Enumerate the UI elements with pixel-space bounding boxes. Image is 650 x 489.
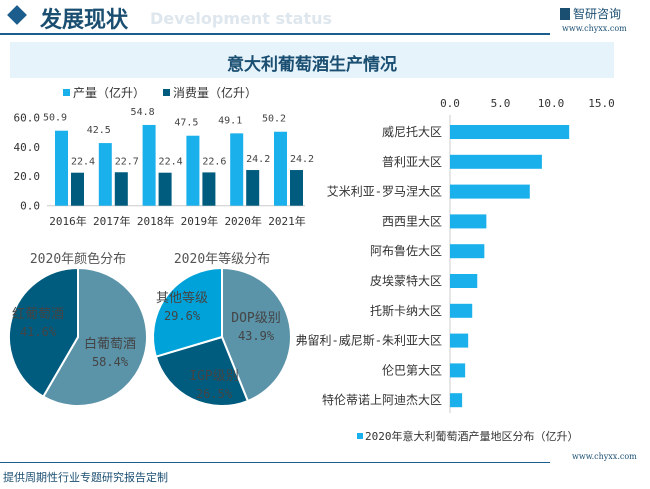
x-tick-label: 0.0: [440, 97, 460, 110]
bar-region: [450, 154, 542, 169]
category-label: 艾米利亚-罗马涅大区: [327, 185, 442, 199]
bar-consumption: [202, 172, 216, 206]
data-label: 49.1: [218, 115, 242, 126]
header-url: www.chyxx.com: [562, 24, 627, 33]
brand-logo: 智研咨询: [560, 5, 621, 22]
legend-label: 2020年意大利葡萄酒产量地区分布（亿升）: [365, 429, 579, 443]
x-tick-label: 2020年: [224, 214, 262, 228]
bar-region: [450, 125, 570, 139]
bar-region: [450, 303, 473, 318]
pie-title: 2020年等级分布: [174, 251, 270, 267]
y-tick-label: 20.0: [14, 170, 41, 183]
category-label: 普利亚大区: [382, 155, 442, 169]
data-label: 50.9: [43, 113, 67, 124]
data-label: 22.6: [202, 156, 226, 167]
slice-value: 41.6%: [20, 325, 57, 339]
bar-production: [230, 133, 244, 206]
slice-value: 29.6%: [164, 309, 201, 323]
bar-consumption: [246, 170, 260, 206]
legend-label: 消费量（亿升）: [173, 85, 257, 100]
pie-title: 2020年颜色分布: [30, 251, 126, 267]
category-label: 西西里大区: [382, 214, 442, 228]
bar-region: [450, 333, 469, 348]
bar-region: [450, 393, 463, 408]
y-tick-label: 40.0: [14, 141, 41, 154]
x-tick-label: 2019年: [181, 214, 219, 228]
y-tick-label: 60.0: [14, 111, 41, 124]
slice-value: 26.5%: [196, 387, 233, 401]
bar-region: [450, 184, 530, 199]
data-label: 42.5: [87, 125, 111, 136]
pie-slice: [152, 266, 223, 358]
bar-consumption: [71, 172, 84, 206]
footer-text: 提供周期性行业专题研究报告定制: [3, 471, 168, 484]
data-label: 22.4: [159, 157, 183, 168]
x-tick-label: 2017年: [93, 214, 131, 228]
pie-slice: [221, 266, 292, 403]
category-label: 阿布鲁佐大区: [370, 244, 442, 258]
slice-label: 白葡萄酒: [84, 336, 136, 352]
bar-production: [142, 124, 156, 206]
bar-consumption: [290, 170, 303, 206]
slice-label: DOP级别: [231, 311, 280, 326]
data-label: 24.2: [290, 154, 314, 165]
bar-region: [450, 363, 466, 378]
bar-consumption: [158, 172, 172, 206]
x-tick-label: 15.0: [588, 97, 615, 110]
bar-region: [450, 274, 478, 288]
legend-label: 产量（亿升）: [73, 85, 145, 100]
pie-slice: [8, 266, 79, 398]
category-label: 托斯卡纳大区: [370, 304, 442, 318]
legend-swatch-consumption: [163, 89, 170, 96]
pie-slice: [41, 266, 148, 407]
data-label: 50.2: [262, 114, 286, 125]
category-label: 特伦蒂诺上阿迪杰大区: [322, 392, 442, 407]
logo-text: 智研咨询: [573, 7, 622, 21]
slice-label: 红葡萄酒: [12, 306, 64, 322]
section-title: 发展现状: [40, 8, 129, 33]
x-tick-label: 2021年: [268, 214, 306, 228]
y-tick-label: 0.0: [20, 200, 40, 213]
slice-value: 58.4%: [92, 355, 129, 369]
bar-consumption: [114, 172, 128, 206]
footer-url: www.chyxx.com: [572, 452, 637, 461]
bar-region: [450, 244, 485, 259]
header-ghost-text: Development status: [150, 9, 333, 28]
x-tick-label: 5.0: [491, 97, 511, 110]
chart-title: 意大利葡萄酒生产情况: [227, 55, 397, 75]
slice-value: 43.9%: [238, 329, 275, 343]
data-label: 22.4: [71, 157, 95, 168]
header-divider: [0, 33, 550, 35]
x-tick-label: 10.0: [538, 97, 565, 110]
footer-divider: [0, 462, 550, 463]
bar-production: [55, 130, 68, 206]
legend-swatch: [357, 433, 363, 439]
data-label: 24.2: [246, 154, 270, 165]
legend-swatch-production: [63, 89, 70, 96]
data-label: 54.8: [131, 107, 155, 118]
x-tick-label: 2016年: [49, 214, 87, 228]
title-banner: 意大利葡萄酒生产情况: [10, 42, 614, 78]
bar-region: [450, 214, 487, 229]
data-label: 47.5: [174, 118, 198, 129]
x-tick-label: 2018年: [137, 214, 175, 228]
category-label: 皮埃蒙特大区: [370, 273, 442, 288]
slice-label: IGP级别: [189, 369, 238, 384]
category-label: 伦巴第大区: [382, 362, 442, 377]
bar-production: [274, 131, 287, 206]
pie-slice: [154, 335, 250, 407]
category-label: 威尼托大区: [382, 125, 442, 139]
bar-production: [98, 143, 112, 206]
category-label: 弗留利-威尼斯-朱利亚大区: [296, 334, 442, 348]
data-label: 22.7: [115, 156, 139, 167]
slice-label: 其他等级: [156, 290, 208, 306]
logo-icon: [560, 8, 570, 20]
bar-production: [186, 135, 200, 206]
